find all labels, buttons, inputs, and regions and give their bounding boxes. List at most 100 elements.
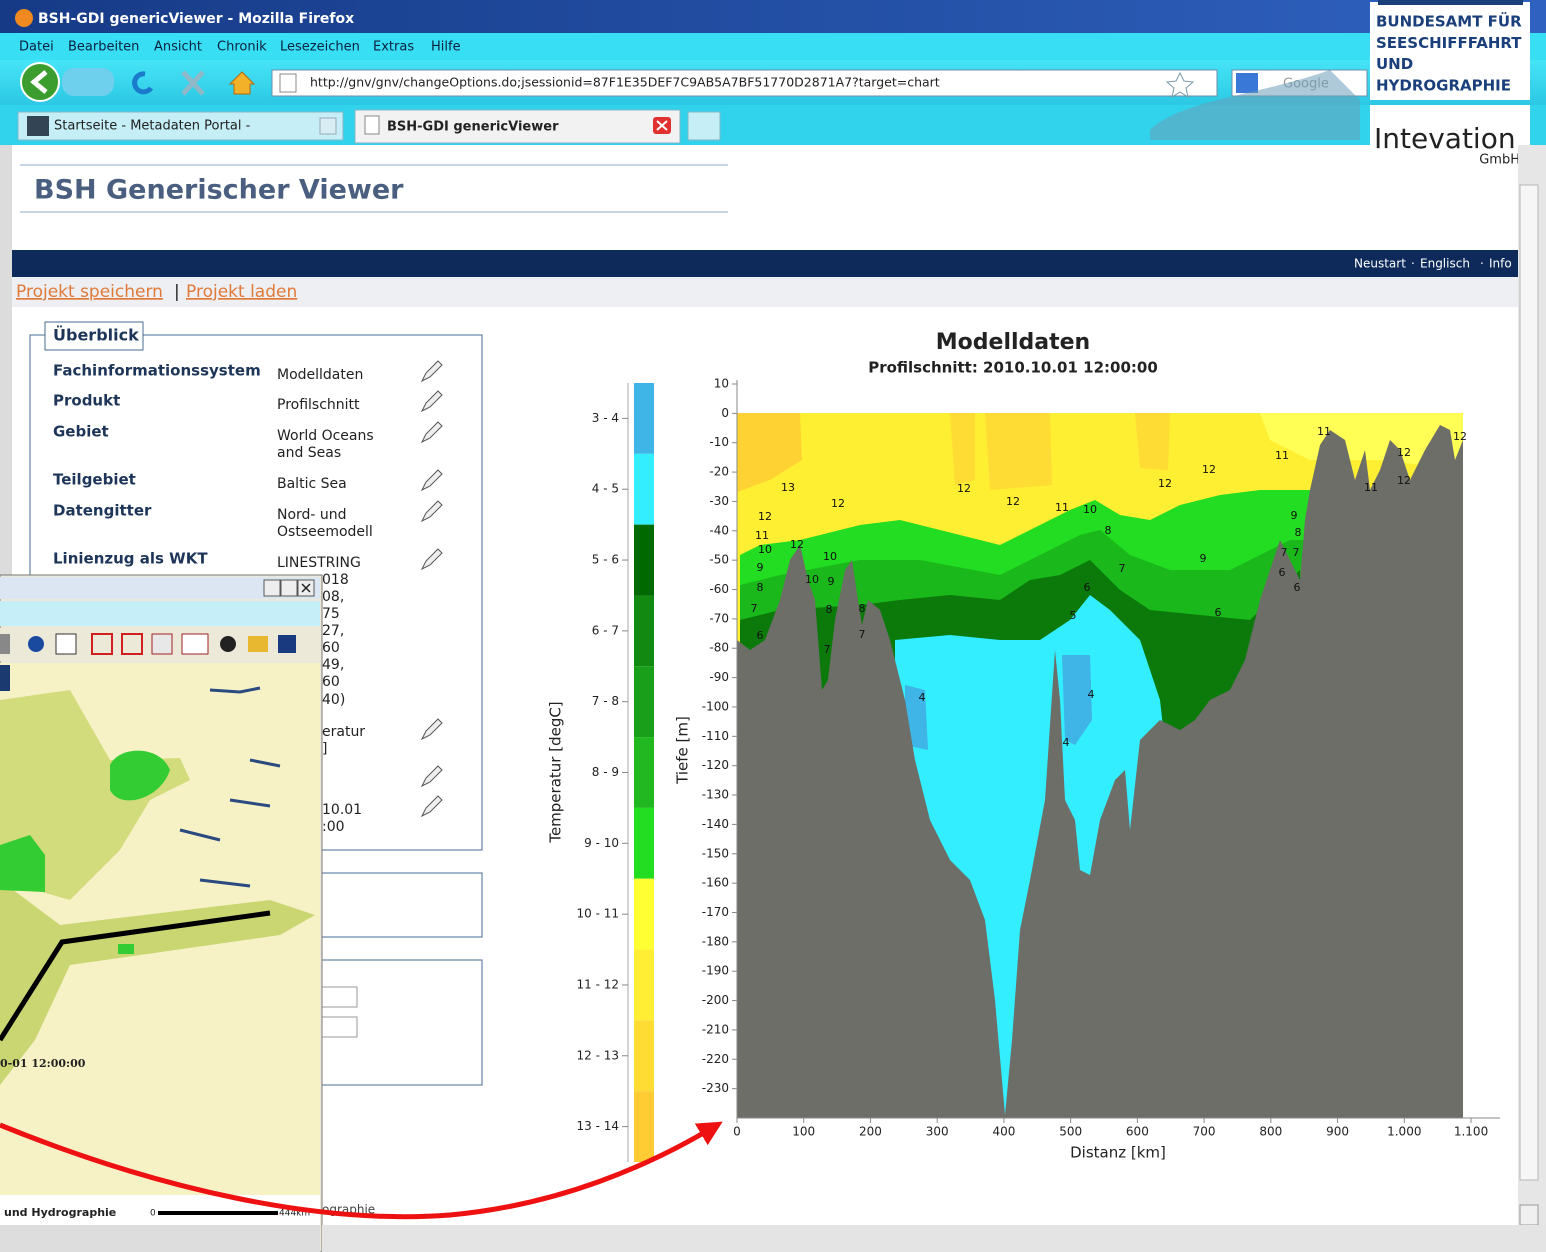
intevation-sub: GmbH <box>1479 153 1520 168</box>
legend-label: 5 - 6 <box>592 553 619 567</box>
bsh-logo-line: UND <box>1376 55 1413 73</box>
forward-button[interactable] <box>62 68 114 96</box>
nav-link[interactable]: Neustart <box>1354 257 1406 271</box>
value-fragment: 018 <box>322 572 349 588</box>
edit-icon[interactable] <box>420 421 443 444</box>
back-button[interactable] <box>20 62 60 102</box>
contour-label: 9 <box>757 561 764 574</box>
edit-icon[interactable] <box>420 360 443 383</box>
value-fragment: 60 <box>322 640 340 656</box>
land <box>0 880 315 1085</box>
legend-swatch <box>634 949 654 1021</box>
tab-active[interactable] <box>354 109 681 144</box>
contour-label: 6 <box>757 629 764 642</box>
edit-icon[interactable] <box>420 795 443 818</box>
new-tab[interactable] <box>687 111 721 141</box>
edit-icon[interactable] <box>420 718 443 741</box>
menu-item[interactable]: Lesezeichen <box>280 40 360 55</box>
select-tool[interactable] <box>121 633 143 655</box>
contour-label: 6 <box>1215 606 1222 619</box>
overview-rows: Fachinformationssystem Modelldaten Produkt… <box>53 360 443 835</box>
url-field[interactable] <box>271 69 1218 97</box>
y-tick-label: -210 <box>702 1022 729 1036</box>
contour-region <box>1260 413 1463 470</box>
menu-bar <box>0 33 1546 60</box>
intevation-logo <box>1370 105 1530 180</box>
minimize-button[interactable] <box>263 579 281 597</box>
map-layer <box>0 665 10 691</box>
select-tool[interactable] <box>91 633 113 655</box>
land-patch <box>110 750 170 801</box>
nav-link[interactable]: Info <box>1489 257 1512 271</box>
maximize-button[interactable] <box>280 579 298 597</box>
open-tool[interactable] <box>248 636 268 652</box>
land-patch <box>118 944 134 954</box>
help-tool[interactable] <box>220 636 236 652</box>
edit-icon[interactable] <box>420 500 443 523</box>
contour-region <box>950 413 975 485</box>
row-value: World Oceans <box>277 428 374 444</box>
contour-label: 12 <box>1397 474 1411 487</box>
save-tool[interactable] <box>278 635 296 653</box>
value-fragment: 08, <box>322 589 344 605</box>
y-tick-label: -220 <box>702 1052 729 1066</box>
legend-tool[interactable] <box>55 633 77 655</box>
land <box>0 690 190 900</box>
chart-tool[interactable] <box>181 633 209 655</box>
dolphin-graphic <box>1150 70 1360 140</box>
contour-label: 8 <box>826 603 833 616</box>
search-engine-icon <box>1236 73 1258 93</box>
title-bar <box>0 0 1546 33</box>
reload-button[interactable] <box>132 71 154 95</box>
contour-label: 7 <box>1281 546 1288 559</box>
nav-link[interactable]: Englisch <box>1420 257 1470 271</box>
contour-label: 12 <box>790 538 804 551</box>
menu: Datei Bearbeiten Ansicht Chronik Lesezeichen… <box>19 40 461 55</box>
y-tick-label: -80 <box>709 641 729 655</box>
x-tick-label: 600 <box>1126 1125 1149 1139</box>
tool-icon[interactable] <box>0 634 10 654</box>
input[interactable] <box>321 1016 358 1038</box>
contour-label: 11 <box>1364 481 1378 494</box>
edit-icon[interactable] <box>420 390 443 413</box>
bookmark-star[interactable] <box>1165 71 1195 99</box>
back-arrow <box>30 70 48 94</box>
x-tick-label: 1.100 <box>1454 1125 1488 1139</box>
contour-label: 12 <box>1453 430 1467 443</box>
scale-start: 0 <box>150 1209 156 1219</box>
url-text: http://gnv/gnv/changeOptions.do;jsession… <box>310 75 940 90</box>
save-project-link[interactable]: Projekt speichern <box>16 282 163 302</box>
menu-item[interactable]: Datei <box>19 40 54 55</box>
bsh-logo <box>1370 2 1530 100</box>
y-axis-label: Tiefe [m] <box>674 716 692 785</box>
menu-item[interactable]: Bearbeiten <box>68 40 139 55</box>
tab-close[interactable] <box>319 117 337 135</box>
menu-item[interactable]: Extras <box>373 40 414 55</box>
legend-swatch <box>634 807 654 879</box>
contour-label: 6 <box>1294 581 1301 594</box>
info-tool[interactable] <box>28 636 44 652</box>
row-value: Nord- und <box>277 507 347 523</box>
legend-label: 3 - 4 <box>592 411 619 425</box>
menu-item[interactable]: Chronik <box>217 40 267 55</box>
menu-item[interactable]: Hilfe <box>431 40 461 55</box>
contour-label: 8 <box>757 581 764 594</box>
scrollbar-thumb[interactable] <box>1519 184 1539 1181</box>
y-tick-label: -10 <box>709 435 729 449</box>
edit-icon[interactable] <box>420 765 443 788</box>
menu-item[interactable]: Ansicht <box>154 40 202 55</box>
input[interactable] <box>321 986 358 1008</box>
delete-tool[interactable] <box>151 633 173 655</box>
y-tick-label: 10 <box>714 377 729 391</box>
close-x <box>301 583 311 593</box>
annotation-arrow <box>0 1121 723 1220</box>
tab[interactable] <box>17 111 344 141</box>
edit-icon[interactable] <box>420 469 443 492</box>
legend-label: 10 - 11 <box>577 907 620 921</box>
scroll-down[interactable] <box>1519 1204 1539 1226</box>
stop-button[interactable] <box>181 70 205 96</box>
load-project-link[interactable]: Projekt laden <box>186 282 297 302</box>
home-button[interactable] <box>228 71 256 95</box>
row-value: Modelldaten <box>277 367 363 383</box>
edit-icon[interactable] <box>420 548 443 571</box>
